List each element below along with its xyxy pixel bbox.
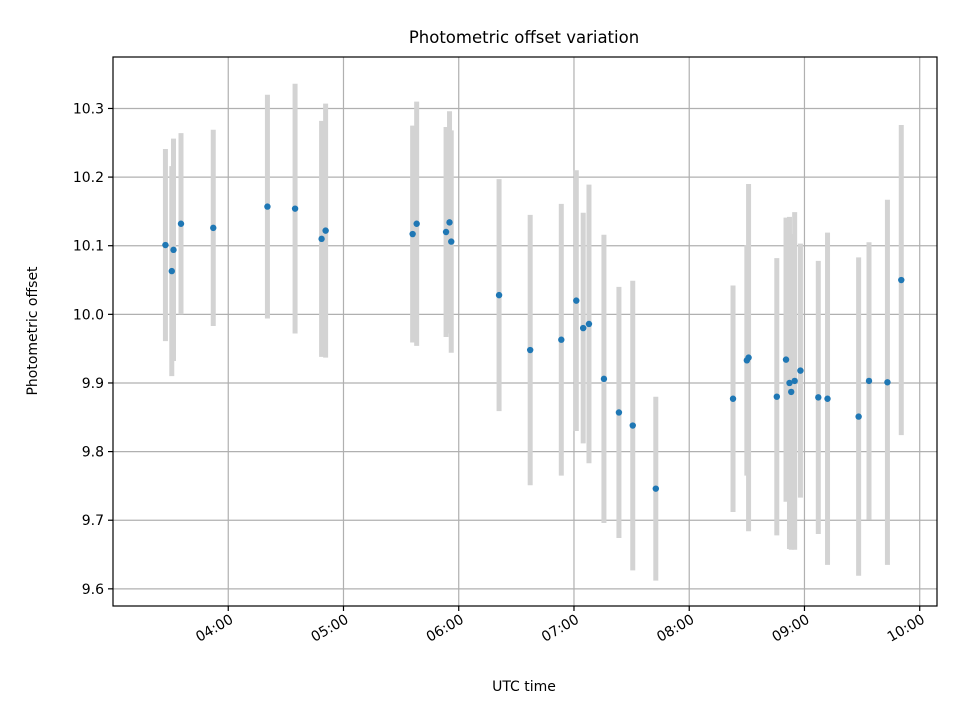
data-point <box>264 203 271 210</box>
data-point <box>855 413 862 420</box>
data-point <box>170 246 177 254</box>
data-point <box>322 227 329 234</box>
data-point <box>579 324 587 332</box>
y-tick-label: 9.9 <box>82 376 104 392</box>
data-point <box>318 235 325 243</box>
data-point <box>729 395 737 402</box>
plot-area-frame <box>112 56 938 607</box>
data-point <box>210 224 217 232</box>
data-point <box>409 230 416 238</box>
data-point <box>448 238 455 245</box>
y-tick-label: 10.3 <box>73 101 104 117</box>
data-point <box>162 241 169 249</box>
data-point <box>177 220 185 227</box>
y-tick-label: 10.1 <box>73 239 104 255</box>
y-tick-label: 10.2 <box>73 170 104 186</box>
y-axis-label: Photometric offset <box>25 266 41 396</box>
data-point <box>865 377 873 385</box>
data-point <box>413 220 420 227</box>
data-point <box>652 485 660 492</box>
data-point <box>291 205 299 212</box>
y-tick-label: 9.8 <box>82 445 104 461</box>
data-point <box>168 267 175 275</box>
y-axis-ticks: 9.6 9.7 9.8 9.9 10.0 10.1 10.2 10.3 <box>73 101 113 598</box>
y-tick-label: 9.6 <box>82 582 104 598</box>
data-point <box>526 346 534 354</box>
data-point <box>615 409 623 416</box>
data-point <box>745 354 752 361</box>
data-point <box>782 356 790 363</box>
data-point <box>788 388 795 396</box>
data-point <box>884 379 891 386</box>
data-point <box>898 276 905 284</box>
data-point <box>558 336 565 343</box>
data-point <box>495 291 503 299</box>
data-points <box>162 203 905 492</box>
data-point <box>773 393 781 400</box>
data-point <box>442 228 450 236</box>
data-point <box>815 394 822 401</box>
x-axis-label: UTC time <box>492 679 556 695</box>
data-point <box>786 379 793 387</box>
data-point <box>573 297 580 304</box>
data-point <box>600 375 608 383</box>
data-point <box>791 377 798 385</box>
y-tick-label: 10.0 <box>73 307 104 323</box>
y-tick-label: 9.7 <box>82 513 104 529</box>
data-point <box>797 367 804 374</box>
data-point <box>629 422 636 429</box>
data-point <box>824 395 831 402</box>
chart-title: Photometric offset variation <box>409 28 639 47</box>
data-point <box>446 219 453 226</box>
data-point <box>585 320 593 328</box>
